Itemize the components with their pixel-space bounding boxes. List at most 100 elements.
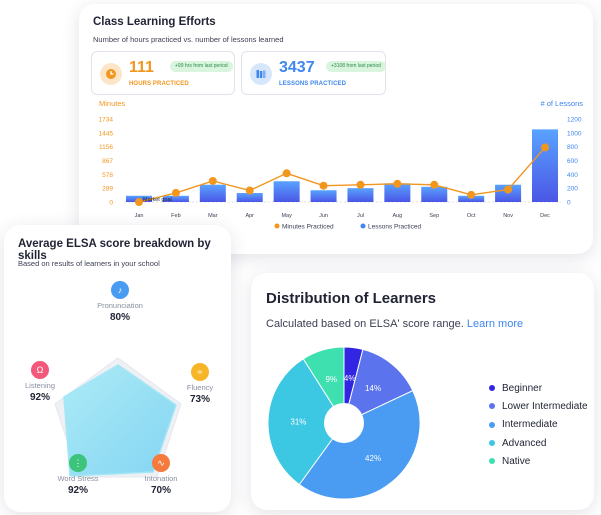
legend-item-native: Native	[489, 452, 588, 470]
y-right-tick-label: 600	[567, 158, 578, 165]
x-tick-label: Sep	[429, 213, 439, 219]
x-tick-label: May	[281, 213, 292, 219]
x-tick-label: Apr	[245, 213, 254, 219]
lessons-practiced-stat: 3437 LESSONS PRACTICED +3108 from last p…	[241, 51, 386, 95]
donut-hole	[324, 403, 364, 443]
minutes-point	[393, 179, 402, 188]
market-goal-annotation: Market goal	[143, 197, 172, 203]
lessons-bar	[236, 193, 263, 202]
lessons-bar	[421, 186, 448, 202]
minutes-point	[467, 190, 476, 199]
donut-slice	[302, 346, 345, 425]
minutes-point	[245, 186, 254, 195]
microphone-icon: ♪	[111, 281, 129, 299]
y-left-tick-label: 1445	[99, 130, 114, 137]
legend-item-intermediate: Intermediate	[489, 416, 588, 434]
minutes-point	[504, 185, 513, 194]
lessons-bar	[162, 195, 189, 202]
minutes-point	[356, 180, 365, 189]
donut-slice-label: 9%	[325, 375, 337, 384]
hours-label: HOURS PRACTICED	[129, 81, 189, 87]
y-right-tick-label: 800	[567, 144, 578, 151]
minutes-point	[135, 198, 143, 206]
efforts-title: Class Learning Efforts	[93, 16, 216, 28]
donut-slice	[343, 348, 414, 424]
donut-slice-label: 31%	[290, 418, 306, 427]
lessons-bar	[458, 195, 485, 202]
skill-intonation: ∿ Intonation 70%	[126, 454, 196, 496]
lessons-bar	[310, 190, 337, 202]
minutes-line	[138, 146, 546, 203]
x-tick-label: Mar	[208, 213, 218, 219]
x-tick-label: Dec	[540, 213, 550, 219]
donut-slice	[298, 389, 421, 500]
y-right-tick-label: 200	[567, 186, 578, 193]
donut-slice-label: 4%	[344, 374, 356, 383]
y-left-tick-label: 0	[109, 200, 113, 207]
y-right-tick-label: 400	[567, 172, 578, 179]
distribution-card: 4% 14% 42% 31% 9% Distribution of Learners C…	[251, 273, 594, 510]
minutes-point	[208, 176, 217, 185]
legend-lessons-label: Lessons Practiced	[368, 224, 421, 231]
y-left-tick-label: 1156	[99, 144, 113, 151]
legend-item-beginner: Beginner	[489, 379, 588, 397]
hours-value: 111	[129, 59, 154, 76]
y-right-tick-label: 1200	[567, 117, 582, 124]
legend-minutes-dot	[274, 223, 280, 229]
lessons-bar	[532, 129, 558, 202]
skill-word-stress: ⋮ Word Stress 92%	[43, 454, 113, 496]
hours-change-badge: +99 hrs from last period	[170, 61, 233, 72]
distribution-title: Distribution of Learners	[266, 290, 437, 307]
headphones-icon: Ω	[31, 361, 49, 379]
skill-fluency: ≈ Fluency 73%	[165, 363, 235, 405]
minutes-point	[282, 169, 291, 178]
lessons-bar	[347, 188, 374, 202]
elsa-skills-card: Average ELSA score breakdown by skills B…	[4, 225, 231, 512]
lessons-change-badge: +3108 from last period	[326, 61, 386, 72]
lessons-value: 3437	[279, 59, 315, 76]
y-axis-left-label: Minutes	[99, 99, 126, 108]
y-right-tick-label: 0	[567, 200, 571, 207]
y-left-tick-label: 289	[102, 186, 113, 193]
x-tick-label: Feb	[171, 213, 180, 219]
x-tick-label: Jan	[135, 213, 144, 219]
efforts-chart: Minutes # of Lessons 0 289 578 867 1156 1445 173…	[99, 99, 584, 231]
x-tick-label: Aug	[392, 213, 402, 219]
lessons-label: LESSONS PRACTICED	[279, 81, 347, 87]
minutes-point	[171, 188, 180, 197]
donut-slice	[267, 358, 345, 486]
skill-pronunciation: ♪ Pronunciation 80%	[85, 281, 155, 323]
lessons-bar	[273, 181, 300, 202]
lessons-bar	[199, 184, 226, 202]
donut-slice-label: 14%	[365, 384, 381, 393]
skills-radar	[54, 357, 182, 478]
skills-subtitle: Based on results of learners in your sch…	[18, 259, 160, 268]
intonation-icon: ∿	[152, 454, 170, 472]
legend-minutes-label: Minutes Practiced	[282, 224, 334, 231]
minutes-point	[430, 180, 439, 189]
x-tick-label: Nov	[503, 213, 513, 219]
minutes-point	[319, 181, 328, 190]
x-tick-label: Jun	[319, 213, 328, 219]
legend-lessons-dot	[360, 223, 366, 229]
radar-score-shape	[63, 364, 177, 477]
legend-item-lower-intermediate: Lower Intermediate	[489, 397, 588, 415]
distribution-donut: 4% 14% 42% 31% 9%	[267, 346, 421, 500]
hours-practiced-stat: 111 HOURS PRACTICED +99 hrs from last pe…	[91, 51, 235, 95]
distribution-legend: Beginner Lower Intermediate Intermediate…	[489, 379, 588, 470]
clock-icon	[100, 63, 122, 85]
lessons-bar	[384, 183, 411, 202]
wave-icon: ≈	[191, 363, 209, 381]
y-left-tick-label: 578	[102, 172, 113, 179]
skills-title: Average ELSA score breakdown by skills	[18, 238, 211, 262]
books-icon	[250, 63, 272, 85]
efforts-subtitle: Number of hours practiced vs. number of …	[93, 35, 284, 44]
distribution-subtitle: Calculated based on ELSA' score range. L…	[266, 318, 524, 330]
y-right-tick-label: 1000	[567, 130, 582, 137]
y-left-tick-label: 867	[102, 158, 113, 165]
skill-listening: Ω Listening 92%	[5, 361, 75, 403]
y-left-tick-label: 1734	[99, 117, 114, 124]
x-tick-label: Jul	[357, 213, 364, 219]
donut-slice-label: 42%	[365, 454, 381, 463]
learn-more-link[interactable]: Learn more	[466, 318, 524, 330]
